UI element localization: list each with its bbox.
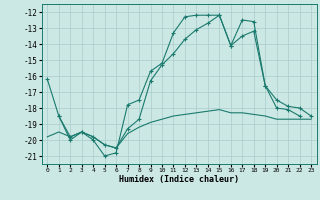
X-axis label: Humidex (Indice chaleur): Humidex (Indice chaleur) [119, 175, 239, 184]
